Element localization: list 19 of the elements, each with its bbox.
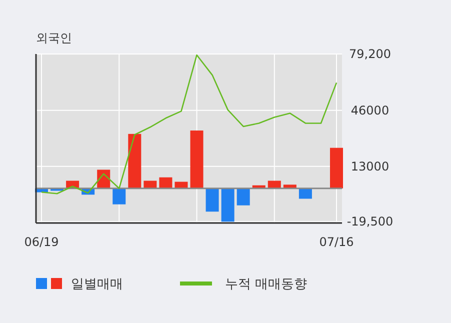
bar <box>128 134 142 188</box>
x-tick-label: 06/19 <box>24 235 59 249</box>
x-tick-label: 07/16 <box>319 235 354 249</box>
bar <box>112 188 126 204</box>
bar <box>236 188 250 206</box>
legend-label: 일별매매 <box>71 277 123 292</box>
y-tick-label: -19,500 <box>346 214 394 228</box>
y-tick-label: 13000 <box>350 159 390 174</box>
legend-label: 누적 매매동향 <box>225 277 308 292</box>
line-series <box>40 54 338 194</box>
bar <box>330 148 343 188</box>
bar <box>206 188 219 212</box>
y-tick-label: 79,200 <box>349 47 391 61</box>
bar <box>221 188 234 222</box>
bar <box>190 130 204 188</box>
chart-title: 외국인 <box>36 31 72 45</box>
bar <box>298 188 312 199</box>
y-tick-label: 46000 <box>350 103 390 118</box>
bar <box>159 177 172 188</box>
